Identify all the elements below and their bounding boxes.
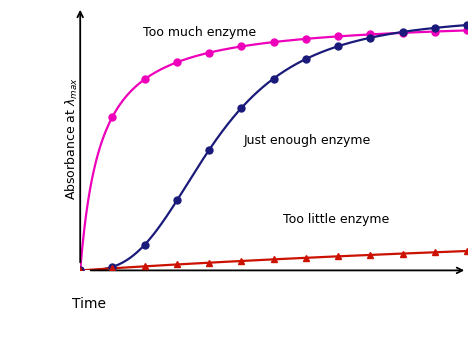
Text: Just enough enzyme: Just enough enzyme	[244, 133, 371, 147]
Text: Time: Time	[73, 297, 107, 311]
Y-axis label: Absorbance at $\lambda_{max}$: Absorbance at $\lambda_{max}$	[64, 77, 80, 200]
Text: Too little enzyme: Too little enzyme	[283, 213, 389, 225]
Text: Too much enzyme: Too much enzyme	[143, 25, 256, 39]
